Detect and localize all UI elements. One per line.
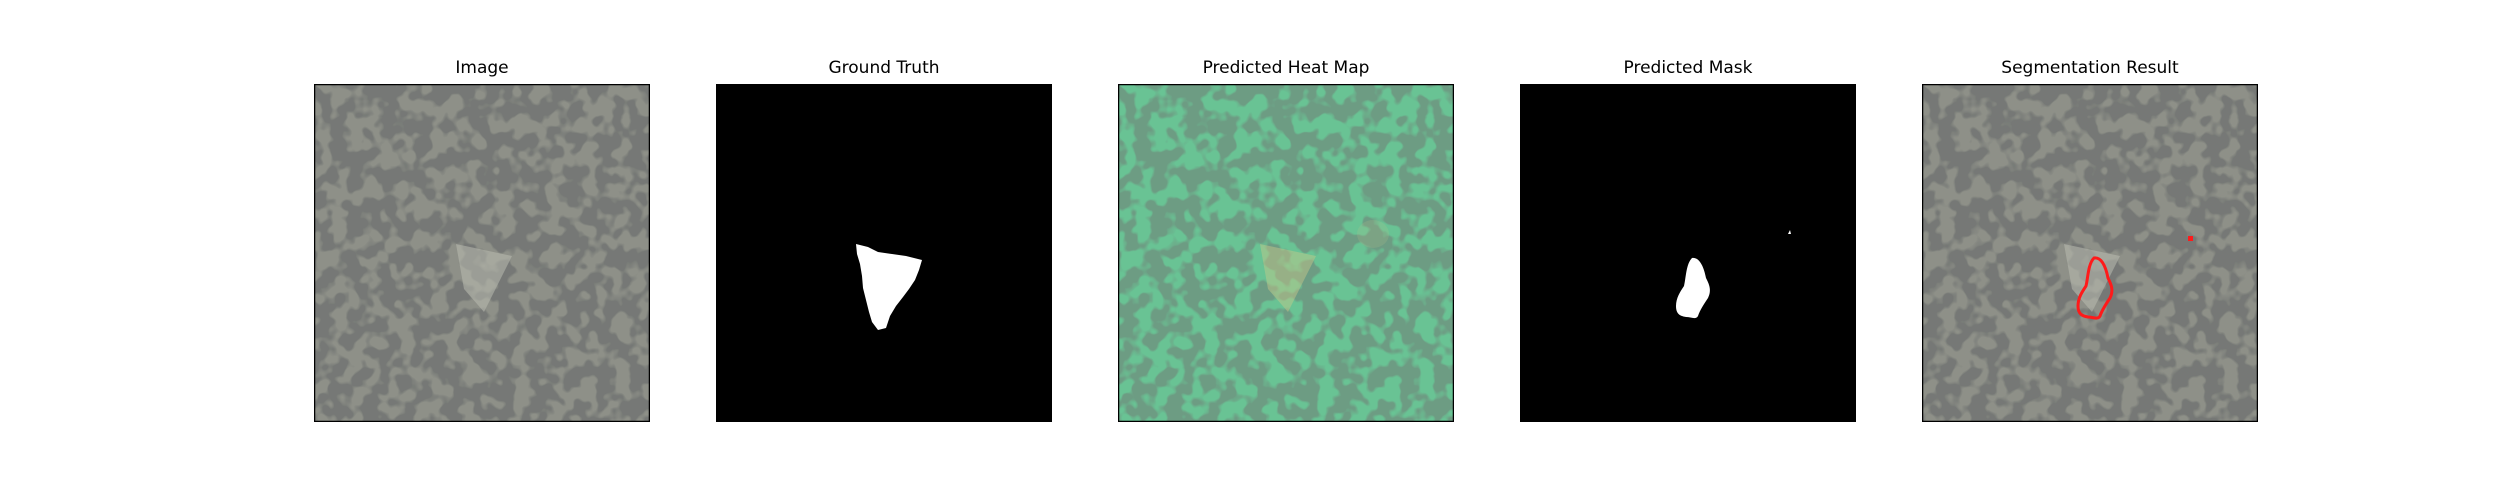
panel-title: Predicted Heat Map [1202,58,1370,78]
heat-map [1118,84,1454,422]
panel-ground-truth: Ground Truth [716,0,1052,500]
panel-predicted-mask: Predicted Mask [1520,0,1856,500]
segmentation-result [1922,84,2258,422]
segmentation-contour [2076,256,2114,320]
panel-title: Ground Truth [828,58,940,78]
panel-title: Predicted Mask [1623,58,1753,78]
segmentation-speck [2188,236,2193,241]
predicted-region [1676,257,1710,319]
panel-image: Image [314,0,650,500]
predicted-speck [1788,230,1791,234]
predicted-mask [1520,84,1856,422]
heat-hotspot [1260,244,1316,312]
panel-title: Image [455,58,509,78]
panel-heat-map: Predicted Heat Map [1118,0,1454,500]
panel-segmentation-result: Segmentation Result [1922,0,2258,500]
ground-truth-region [856,244,922,330]
defect-region [456,244,512,312]
input-image [314,84,650,422]
panel-title: Segmentation Result [2001,58,2179,78]
ground-truth-mask [716,84,1052,422]
